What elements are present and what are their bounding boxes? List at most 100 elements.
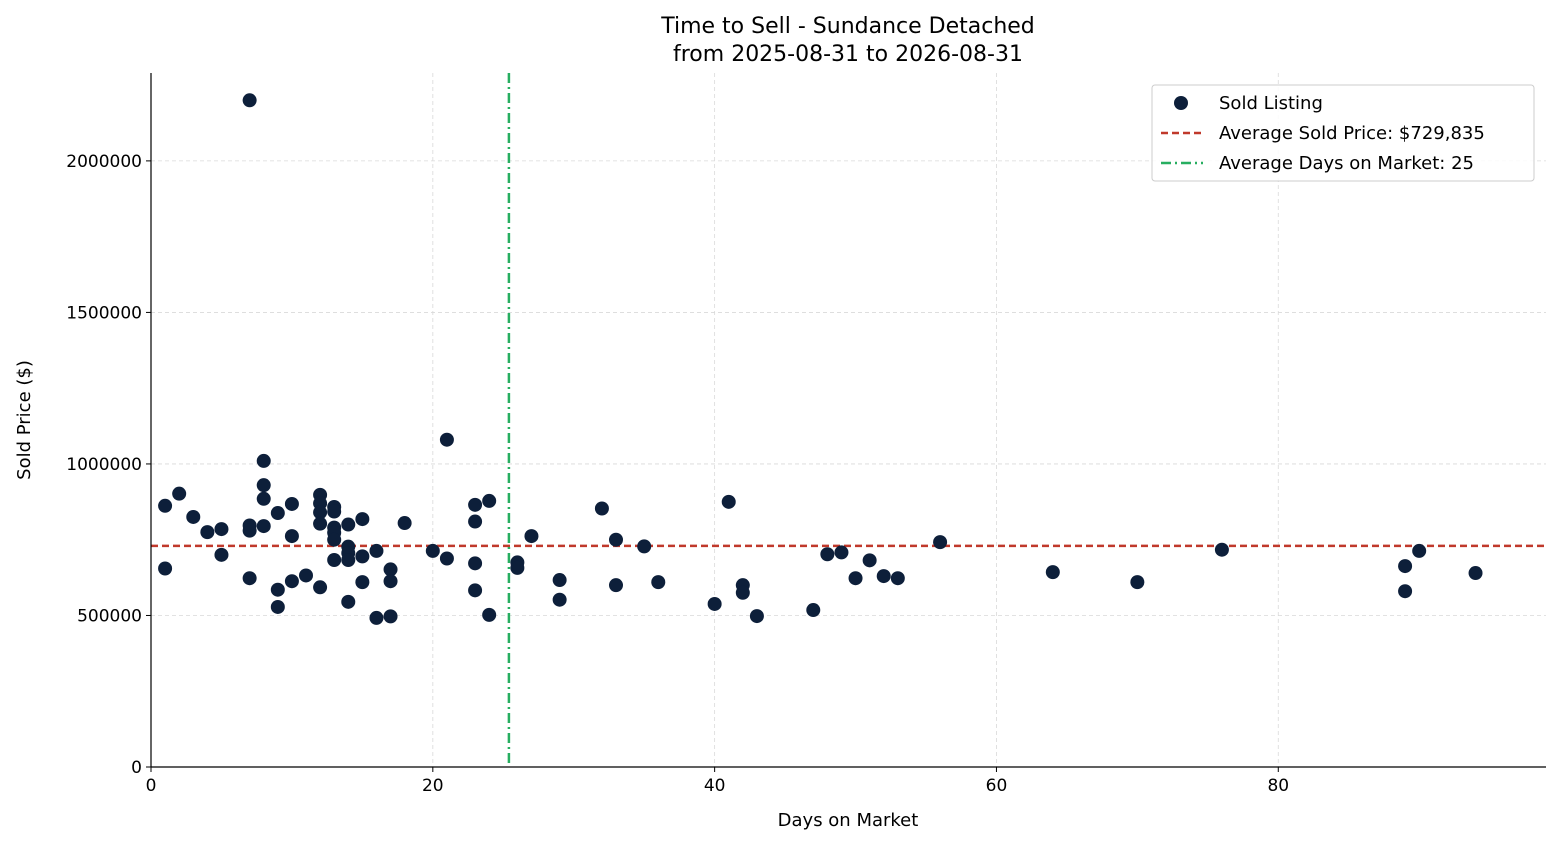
data-point bbox=[1045, 565, 1060, 580]
data-point bbox=[327, 553, 342, 568]
data-point bbox=[510, 560, 525, 575]
data-point bbox=[369, 543, 384, 558]
data-point bbox=[609, 578, 623, 593]
x-tick-label: 60 bbox=[986, 776, 1008, 796]
data-point bbox=[1214, 542, 1229, 557]
legend: Sold Listing Average Sold Price: $729,83… bbox=[1151, 84, 1535, 182]
data-point bbox=[468, 497, 483, 512]
y-tick-label: 2000000 bbox=[66, 152, 142, 172]
data-point bbox=[355, 549, 370, 564]
x-axis-label: Days on Market bbox=[778, 810, 919, 831]
y-tick-label: 500000 bbox=[77, 606, 142, 626]
data-point bbox=[834, 545, 849, 560]
data-point bbox=[327, 504, 342, 519]
chart-title: Time to Sell - Sundance Detached bbox=[660, 14, 1035, 39]
legend-label-avg-days: Average Days on Market: 25 bbox=[1219, 153, 1474, 174]
data-point bbox=[383, 562, 398, 577]
data-point bbox=[200, 525, 215, 540]
data-point bbox=[933, 535, 948, 550]
data-point bbox=[1468, 566, 1483, 581]
data-point bbox=[242, 523, 257, 538]
data-point bbox=[637, 539, 652, 554]
data-point bbox=[313, 580, 328, 595]
data-point bbox=[172, 486, 187, 501]
data-point bbox=[820, 547, 835, 562]
data-point bbox=[383, 574, 398, 589]
x-tick-label: 20 bbox=[422, 776, 444, 796]
y-tick-label: 0 bbox=[131, 758, 142, 778]
data-point bbox=[609, 532, 623, 547]
data-point bbox=[242, 93, 257, 108]
data-point bbox=[468, 556, 483, 571]
legend-box bbox=[1151, 84, 1535, 182]
tick-labels: 0 20 40 60 80 0 500000 1000000 1500000 2000000 bbox=[66, 152, 1289, 796]
data-point bbox=[848, 571, 863, 586]
data-point bbox=[707, 596, 722, 611]
data-point bbox=[270, 506, 285, 521]
data-point bbox=[158, 561, 173, 576]
data-point bbox=[1398, 559, 1413, 574]
data-point bbox=[313, 505, 328, 520]
data-point bbox=[270, 582, 285, 597]
data-point bbox=[270, 599, 285, 614]
reference-lines bbox=[151, 73, 1546, 767]
data-point bbox=[242, 571, 257, 586]
data-point bbox=[341, 594, 356, 609]
data-point bbox=[1130, 575, 1145, 590]
data-points bbox=[158, 93, 1483, 625]
data-point bbox=[256, 478, 271, 493]
data-point bbox=[806, 603, 821, 618]
data-point bbox=[214, 547, 229, 562]
x-tick-label: 0 bbox=[146, 776, 157, 796]
legend-label-sold-listing: Sold Listing bbox=[1219, 93, 1323, 114]
data-point bbox=[341, 553, 356, 568]
data-point bbox=[468, 514, 483, 529]
data-point bbox=[299, 568, 313, 583]
y-tick-label: 1500000 bbox=[66, 303, 142, 323]
data-point bbox=[439, 432, 454, 447]
data-point bbox=[256, 519, 271, 534]
data-point bbox=[468, 583, 483, 598]
chart-subtitle: from 2025-08-31 to 2026-08-31 bbox=[673, 42, 1023, 67]
data-point bbox=[552, 592, 567, 607]
data-point bbox=[876, 569, 891, 584]
data-point bbox=[397, 516, 412, 531]
data-point bbox=[158, 498, 173, 513]
data-point bbox=[482, 607, 497, 622]
axes bbox=[150, 73, 1546, 768]
y-axis-label: Sold Price ($) bbox=[14, 360, 35, 480]
data-point bbox=[369, 610, 384, 625]
data-point bbox=[721, 494, 736, 509]
data-point bbox=[256, 491, 271, 506]
data-point bbox=[284, 529, 299, 544]
data-point bbox=[1398, 584, 1413, 599]
data-point bbox=[735, 585, 750, 600]
data-point bbox=[327, 532, 342, 547]
data-point bbox=[214, 522, 229, 537]
data-point bbox=[651, 575, 666, 590]
data-point bbox=[890, 571, 905, 586]
data-point bbox=[256, 453, 271, 468]
data-point bbox=[552, 573, 567, 588]
data-point bbox=[439, 551, 454, 566]
x-tick-label: 80 bbox=[1267, 776, 1289, 796]
data-point bbox=[482, 493, 497, 508]
data-point bbox=[425, 543, 440, 558]
data-point bbox=[186, 509, 201, 524]
y-tick-label: 1000000 bbox=[66, 455, 142, 475]
legend-marker-sold-listing bbox=[1174, 96, 1188, 110]
data-point bbox=[341, 517, 356, 532]
data-point bbox=[524, 529, 539, 544]
data-point bbox=[383, 609, 398, 624]
x-tick-label: 40 bbox=[704, 776, 726, 796]
data-point bbox=[355, 575, 370, 590]
legend-label-avg-price: Average Sold Price: $729,835 bbox=[1219, 123, 1485, 144]
data-point bbox=[284, 574, 299, 589]
data-point bbox=[313, 516, 328, 531]
data-point bbox=[1412, 543, 1427, 558]
data-point bbox=[862, 553, 877, 568]
data-point bbox=[355, 512, 370, 527]
data-point bbox=[284, 496, 299, 511]
data-point bbox=[749, 609, 764, 624]
